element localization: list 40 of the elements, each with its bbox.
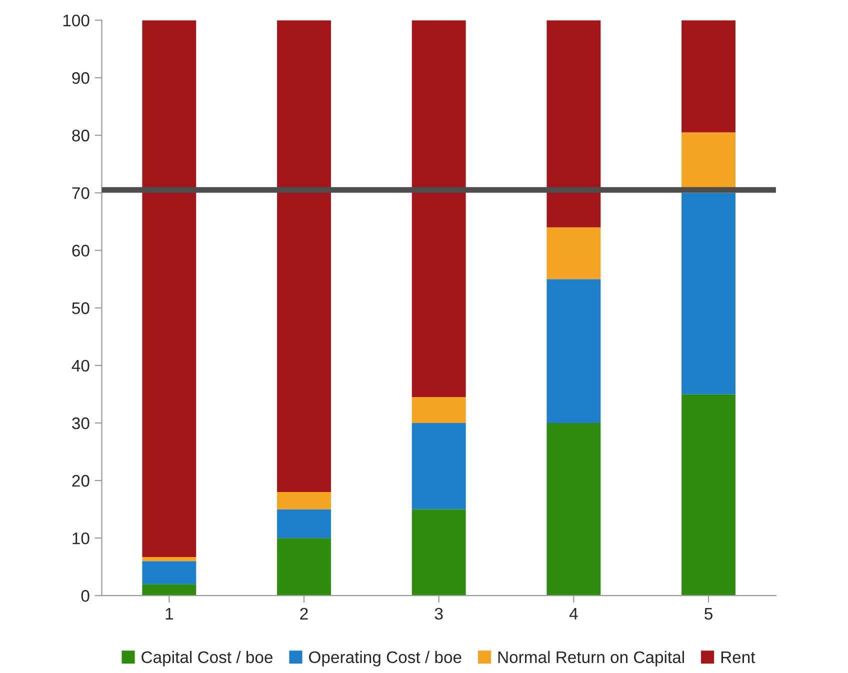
bar [277, 509, 331, 538]
bar [546, 422, 601, 596]
legend-label: Operating Cost / boe [309, 650, 462, 666]
x-tick-label: 4 [569, 608, 578, 620]
bar [142, 561, 196, 584]
bar [412, 20, 466, 398]
y-tick-label: 20 [72, 474, 90, 487]
y-tick-label: 50 [72, 302, 90, 314]
x-tick-label: 5 [704, 608, 712, 620]
x-tick-label: 2 [300, 608, 308, 620]
legend-label: Rent [721, 651, 756, 664]
bar [682, 192, 736, 394]
bar [277, 20, 331, 492]
bar [412, 422, 466, 510]
x-tick-label: 1 [166, 608, 173, 620]
y-tick-label: 60 [72, 244, 90, 257]
bar [546, 20, 601, 228]
bar [142, 20, 196, 558]
bar [412, 509, 466, 596]
x-tick-label: 3 [434, 608, 443, 620]
bar [682, 132, 736, 193]
bar [546, 279, 601, 423]
y-tick-label: 0 [81, 590, 90, 602]
bar [277, 492, 331, 510]
bar [546, 227, 601, 280]
bar [412, 397, 466, 423]
y-tick-label: 30 [72, 417, 90, 430]
legend-label: Capital Cost / boe [142, 650, 272, 666]
legend-label: Normal Return on Capital [498, 650, 684, 666]
bar [682, 20, 736, 132]
y-tick-label: 70 [72, 187, 90, 200]
y-tick-label: 40 [72, 360, 90, 372]
y-tick-label: 90 [72, 72, 90, 84]
bar [142, 557, 196, 562]
y-tick-label: 80 [72, 130, 90, 142]
y-tick-label: 100 [63, 14, 90, 26]
bar [142, 584, 196, 596]
y-tick-label: 10 [72, 532, 90, 544]
bar [682, 394, 736, 596]
bar [277, 538, 331, 596]
